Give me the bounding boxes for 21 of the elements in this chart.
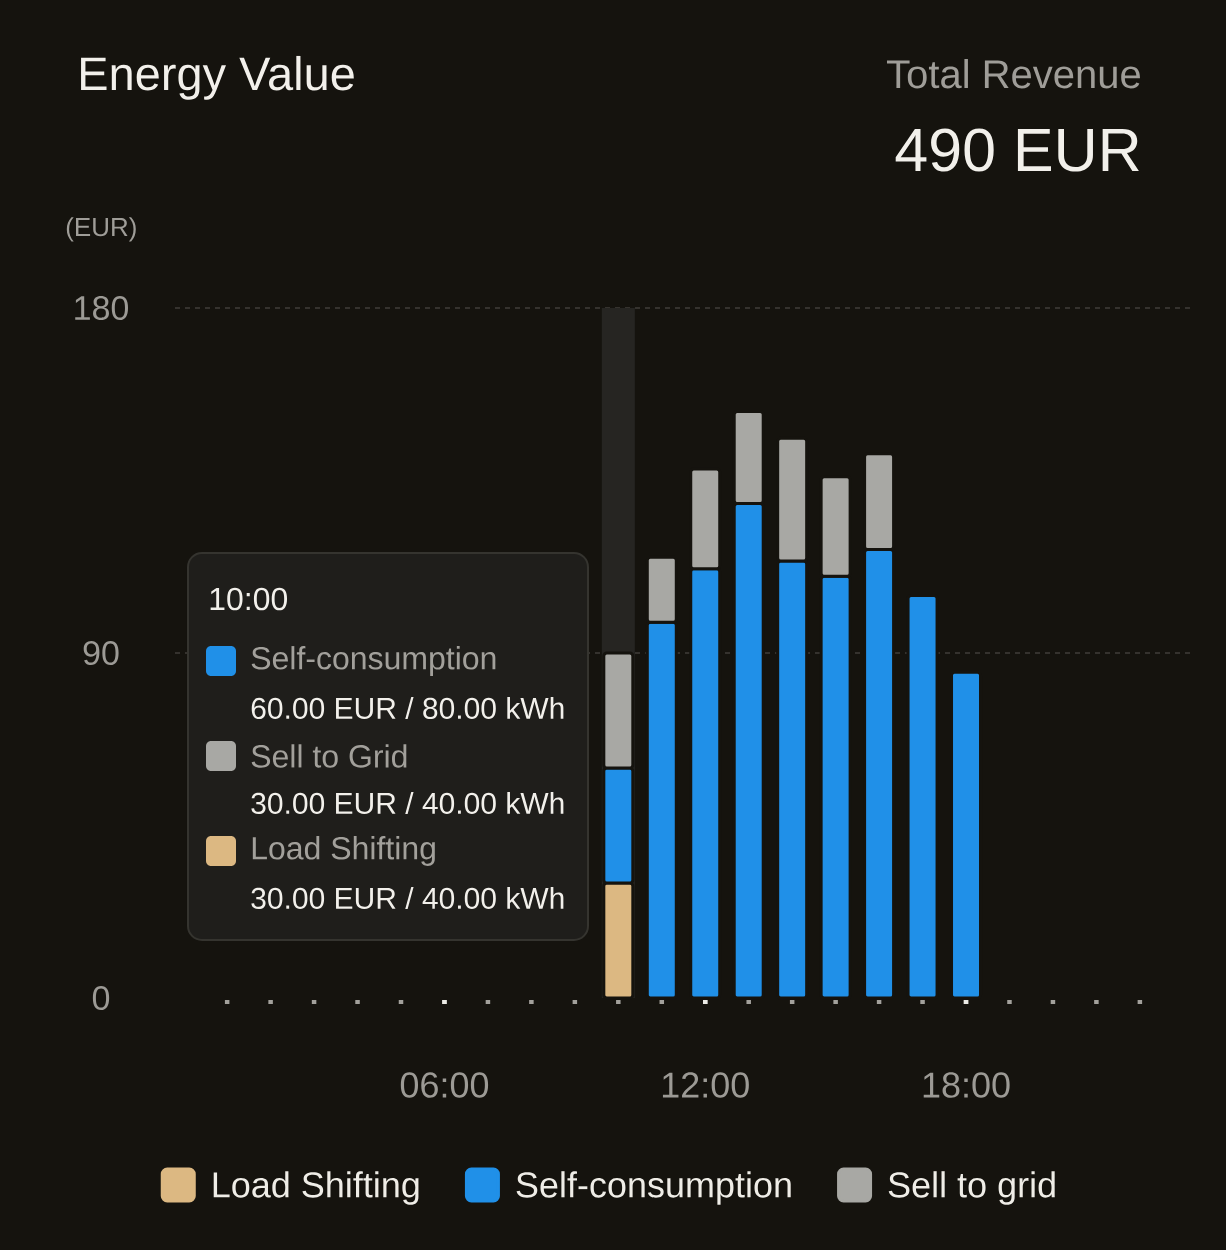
annotation: 60.00 EUR / 80.00 kWh [251, 696, 564, 720]
legend-label: Load Shifting [213, 1171, 419, 1205]
annotation: Load Shifting [252, 836, 435, 866]
annotation: Sell to Grid [251, 744, 407, 768]
annotation: Self-consumption [251, 646, 496, 676]
y-tick-label: 90 [83, 640, 119, 666]
y-tick-label: 0 [92, 985, 110, 1011]
text: 490 EUR [895, 128, 1139, 172]
y-tick-label: 180 [75, 295, 129, 321]
x-tick-label: 12:00 [662, 1072, 749, 1098]
annotation: 30.00 EUR / 40.00 kWh [251, 791, 564, 815]
text: Total Revenue [886, 59, 1140, 89]
legend-label: Self-consumption [516, 1171, 791, 1205]
annotation: 30.00 EUR / 40.00 kWh [251, 886, 564, 910]
bar [906, 594, 939, 1000]
x-tick-label: 18:00 [923, 1072, 1010, 1098]
annotation: 10:00 [210, 587, 288, 611]
chart-title: Energy Value [81, 55, 354, 100]
y-axis-title: (EUR) [66, 217, 136, 242]
legend-label: Sell to grid [888, 1171, 1055, 1205]
x-tick-label: 06:00 [400, 1072, 489, 1098]
